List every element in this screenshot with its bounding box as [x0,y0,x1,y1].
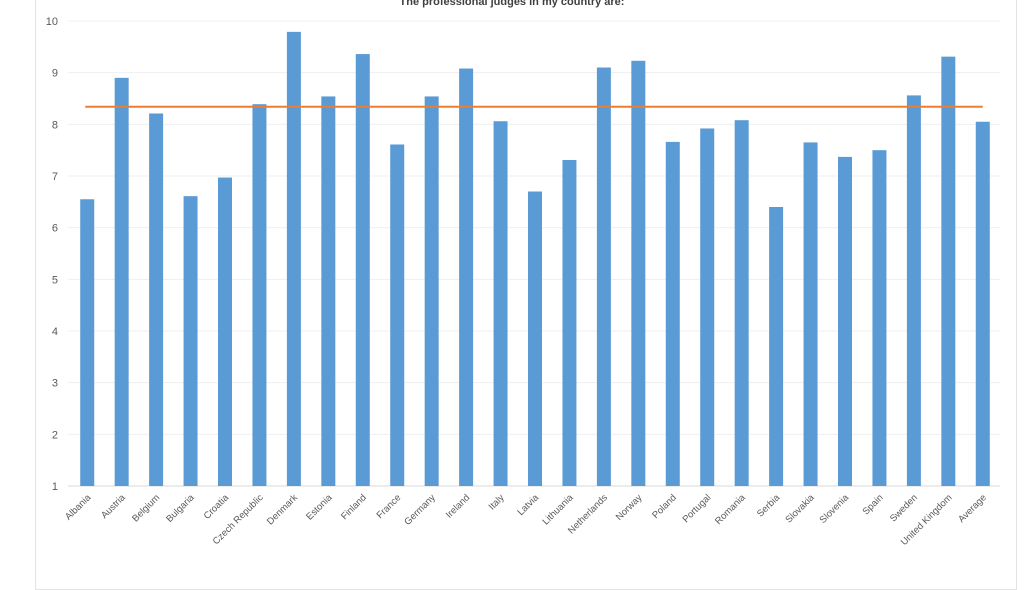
x-tick-label: Belgium [130,492,162,524]
x-tick-label: Lithuania [541,492,577,528]
x-tick-label: Average [956,492,989,525]
y-tick-label: 3 [52,378,58,390]
x-tick-label: Portugal [681,492,714,525]
x-tick-label: Latvia [515,492,541,518]
bar-france [390,144,405,486]
bar-slovenia [838,156,852,486]
bar-serbia [769,207,784,486]
bar-ireland [459,68,474,487]
bar-albania [80,199,95,486]
y-tick-label: 2 [52,429,58,441]
bar-italy [493,121,508,486]
x-tick-label: Slovakia [783,492,817,526]
x-tick-label: France [375,492,404,521]
bar-chart: 1 2 3 4 5 6 7 8 9 10 Albania Austria Belgium Bulgaria… [46,16,1000,548]
bar-portugal [700,128,715,486]
x-tick-label: Slovenia [818,492,852,526]
bar-netherlands [596,67,611,486]
bar-finland [355,54,370,487]
y-tick-label: 7 [52,171,58,183]
bar-germany [424,96,439,486]
x-tick-label: Sweden [888,492,920,524]
y-tick-label: 5 [52,274,58,286]
y-tick-label: 4 [52,326,58,338]
chart-title: The professional judges in my country ar… [399,0,625,8]
y-tick-label: 6 [52,223,58,235]
bar-czech-republic [252,104,267,486]
y-tick-label: 8 [52,119,58,131]
x-tick-label: Italy [487,492,507,512]
x-tick-label: Denmark [265,492,300,527]
x-tick-label: Albania [63,492,94,523]
bar-austria [114,77,129,486]
bar-lithuania [562,159,577,486]
x-tick-label: Croatia [202,492,232,522]
x-tick-label: Finland [339,492,369,522]
bar-sweden [906,95,921,487]
bar-latvia [528,191,542,486]
x-tick-label: Germany [402,492,438,528]
x-tick-label: Spain [861,492,886,517]
x-tick-label: Austria [99,492,128,521]
x-tick-label: Serbia [755,492,783,520]
x-tick-label: Estonia [304,492,335,523]
bar-slovakia [803,142,818,486]
y-tick-label: 9 [52,68,58,80]
bar-united-kingdom [941,56,956,487]
x-tick-label: Norway [614,492,645,523]
bar-croatia [218,177,232,487]
x-tick-label: Ireland [444,492,472,520]
x-tick-label: Poland [650,492,679,521]
bar-estonia [321,96,336,486]
bar-average [975,121,990,486]
bar-romania [734,120,749,486]
bar-spain [872,150,887,486]
bar-denmark [286,31,301,486]
bar-norway [631,60,646,487]
x-tick-label: Romania [713,492,748,527]
x-tick-label: Bulgaria [164,492,197,525]
bar-poland [665,141,680,486]
bar-belgium [149,113,164,486]
chart-frame [35,0,1017,590]
y-tick-label: 1 [52,481,58,493]
bar-bulgaria [183,196,198,486]
y-tick-label: 10 [46,16,58,28]
